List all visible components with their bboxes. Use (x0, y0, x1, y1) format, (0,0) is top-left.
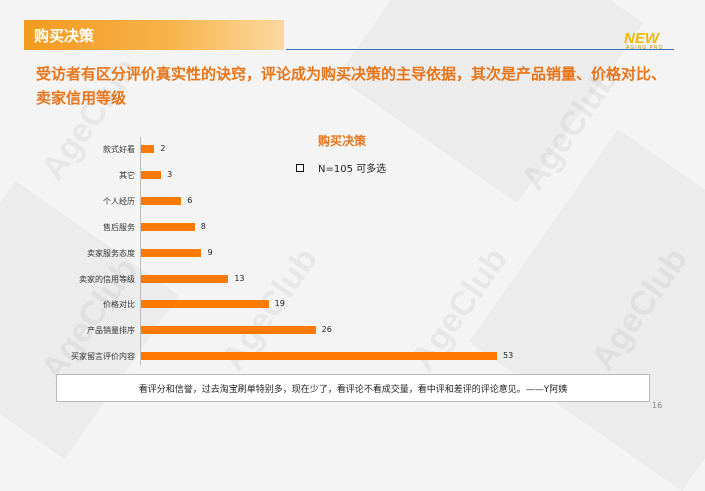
bar (141, 274, 229, 283)
value-label: 3 (167, 169, 173, 179)
category-label: 买家留言评价内容 (71, 352, 135, 362)
bar (141, 352, 497, 361)
bar (141, 222, 195, 231)
value-label: 2 (160, 144, 166, 153)
bar (141, 196, 182, 205)
logo-main-text: NEW (624, 30, 659, 47)
legend-label: N=105 可多选 (318, 164, 387, 175)
chart-legend: N=105 可多选 (296, 160, 386, 175)
logo-sub-text: AGING PRO (626, 45, 664, 51)
category-label: 产品销量排序 (87, 326, 135, 336)
brand-logo: NEW AGING PRO (624, 30, 670, 51)
category-label: 款式好看 (103, 145, 135, 154)
value-label: 9 (207, 247, 213, 257)
section-title: 购买决策 (34, 27, 95, 45)
quote-text: 看评分和信誉，过去淘宝刷单特别多，现在少了，看评论不看成交量，看中评和差评的评论… (138, 384, 568, 395)
category-label: 价格对比 (103, 300, 135, 310)
bar (141, 326, 316, 335)
legend-marker (296, 163, 304, 172)
chart-title: 购买决策 (318, 134, 367, 148)
bar (141, 145, 155, 153)
bar (141, 170, 162, 179)
category-label: 其它 (119, 170, 135, 180)
bar (141, 248, 202, 257)
quote-box: 看评分和信誉，过去淘宝刷单特别多，现在少了，看评论不看成交量，看中评和差评的评论… (56, 374, 650, 402)
value-label: 13 (234, 273, 245, 283)
value-label: 26 (321, 325, 332, 335)
value-label: 19 (274, 299, 285, 309)
value-label: 8 (200, 221, 206, 231)
section-title-bar: 购买决策 (24, 20, 284, 50)
value-label: 6 (187, 195, 193, 205)
value-label: 53 (503, 351, 514, 361)
page-number: 16 (652, 401, 663, 410)
chart-axis (140, 137, 141, 365)
category-label: 卖家的信用等级 (79, 274, 135, 284)
category-label: 售后服务 (103, 222, 135, 232)
category-label: 个人经历 (103, 196, 135, 206)
headline: 受访者有区分评价真实性的诀窍，评论成为购买决策的主导依据，其次是产品销量、价格对… (36, 65, 667, 107)
category-label: 卖家服务态度 (87, 248, 135, 258)
title-divider (286, 49, 674, 50)
bar (141, 300, 269, 309)
